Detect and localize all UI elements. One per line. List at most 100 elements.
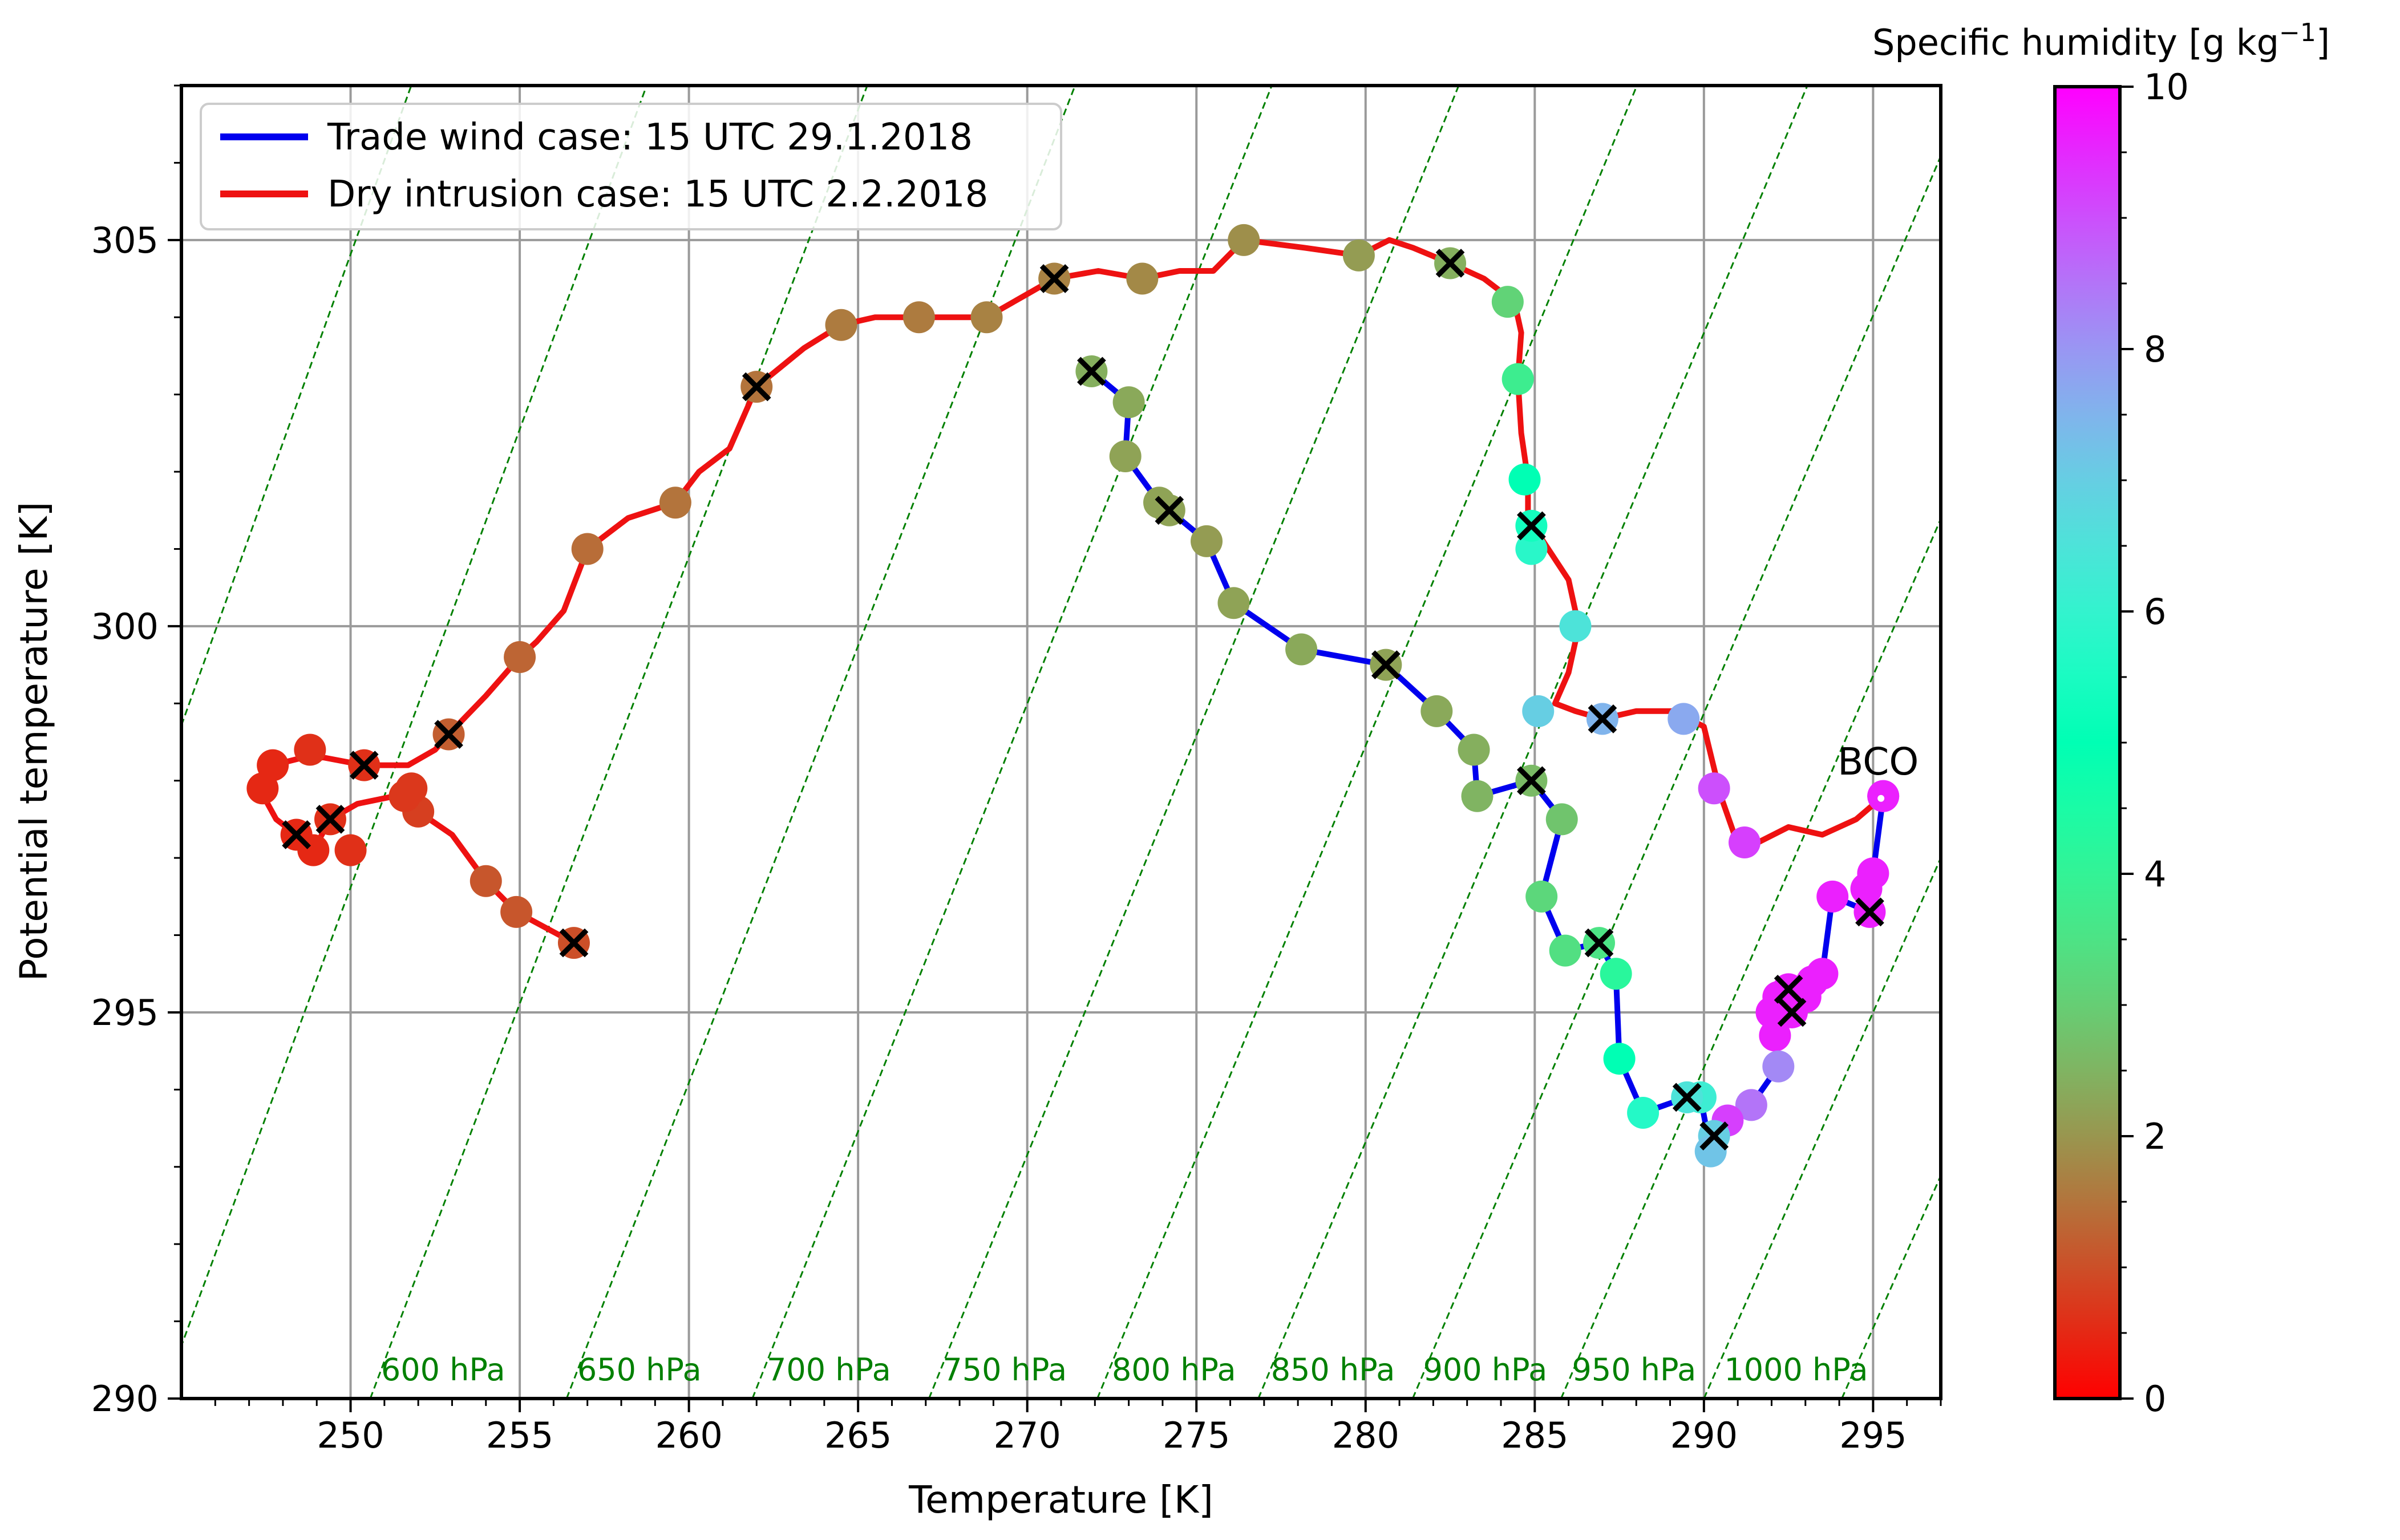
cross-marker bbox=[1435, 249, 1465, 278]
cross-marker bbox=[1672, 1083, 1702, 1112]
colorbar-title-close: ] bbox=[2316, 22, 2330, 63]
isobar-label: 900 hPa bbox=[1423, 1352, 1548, 1388]
colorbar-tick-label: 4 bbox=[2144, 853, 2166, 895]
trade-wind-point bbox=[1285, 633, 1318, 666]
x-axis-label: Temperature [K] bbox=[908, 1478, 1213, 1522]
isobar-label: 600 hPa bbox=[381, 1352, 505, 1388]
isobar-line bbox=[181, 86, 647, 1348]
isobar-line bbox=[751, 86, 1273, 1399]
dry-intrusion-point bbox=[1501, 363, 1534, 395]
isobar-line bbox=[1703, 856, 1941, 1399]
dry-intrusion-point bbox=[970, 301, 1003, 334]
cross-marker bbox=[315, 805, 345, 834]
cross-marker bbox=[1699, 1121, 1729, 1150]
x-tick-label: 270 bbox=[994, 1415, 1061, 1456]
dry-intrusion-point bbox=[294, 733, 326, 766]
isobar-label: 800 hPa bbox=[1112, 1352, 1236, 1388]
dry-intrusion-point bbox=[1559, 610, 1592, 642]
colorbar-title-main: Specific humidity [g kg bbox=[1872, 22, 2279, 63]
cross-marker bbox=[742, 372, 771, 402]
cross-marker bbox=[1774, 974, 1803, 1004]
cross-markers bbox=[282, 249, 1884, 1150]
x-tick-label: 275 bbox=[1163, 1415, 1230, 1456]
colorbar-tick-label: 2 bbox=[2144, 1116, 2166, 1157]
cross-marker bbox=[1517, 511, 1546, 541]
dry-intrusion-point bbox=[1522, 695, 1555, 727]
plot-background bbox=[181, 86, 1941, 1399]
isobar-labels: 600 hPa 650 hPa 700 hPa 750 hPa 800 hPa 850 h… bbox=[381, 1352, 1868, 1388]
trade-wind-point bbox=[1525, 880, 1558, 913]
colorbar-title-sup: −1 bbox=[2279, 18, 2316, 47]
x-tick-label: 295 bbox=[1839, 1415, 1907, 1456]
isobar-label: 950 hPa bbox=[1572, 1352, 1697, 1388]
cross-marker bbox=[282, 820, 311, 849]
x-tick-label: 280 bbox=[1332, 1415, 1399, 1456]
cross-marker bbox=[1584, 928, 1614, 958]
trade-wind-point bbox=[1109, 440, 1142, 472]
isobar-line bbox=[181, 86, 412, 728]
isobar-label: 850 hPa bbox=[1271, 1352, 1395, 1388]
cross-marker bbox=[1777, 998, 1807, 1027]
dry-intrusion-point bbox=[1698, 772, 1730, 805]
colorbar-tick-label: 10 bbox=[2144, 66, 2189, 108]
colorbar-title: Specific humidity [g kg−1] bbox=[1872, 18, 2330, 63]
cross-marker bbox=[1517, 766, 1546, 796]
dry-intrusion-point bbox=[1515, 533, 1548, 565]
isobar-line bbox=[1841, 1173, 1941, 1399]
cross-marker bbox=[1588, 704, 1617, 733]
colorbar: Specific humidity [g kg−1] 0 2 4 6 8 10 bbox=[1872, 18, 2330, 1420]
x-tick-label: 265 bbox=[824, 1415, 892, 1456]
colorbar-gradient bbox=[2053, 85, 2122, 1400]
y-tick-label: 295 bbox=[91, 992, 159, 1034]
trade-wind-point bbox=[1603, 1043, 1636, 1075]
y-tick-label: 305 bbox=[91, 220, 159, 261]
cross-marker bbox=[1371, 650, 1401, 679]
x-tick-label: 290 bbox=[1670, 1415, 1738, 1456]
x-tick-label: 260 bbox=[655, 1415, 722, 1456]
dry-intrusion-point bbox=[571, 533, 604, 565]
trade-wind-point bbox=[1627, 1096, 1660, 1129]
cross-marker bbox=[1039, 264, 1069, 293]
trade-wind-point bbox=[1112, 386, 1145, 419]
isobar-line bbox=[1096, 86, 1638, 1399]
dry-intrusion-point bbox=[395, 772, 428, 805]
trade-wind-point bbox=[1549, 934, 1581, 967]
trade-wind-point bbox=[1461, 780, 1494, 812]
isobar-label: 700 hPa bbox=[767, 1352, 891, 1388]
trade-wind-point bbox=[1191, 525, 1223, 557]
isobar-label: 650 hPa bbox=[577, 1352, 702, 1388]
cross-marker bbox=[1155, 496, 1184, 525]
x-tick-label: 250 bbox=[317, 1415, 384, 1456]
dry-intrusion-point bbox=[500, 895, 533, 928]
dry-intrusion-point bbox=[659, 487, 691, 519]
colorbar-tick-label: 8 bbox=[2144, 329, 2166, 370]
start-marker bbox=[1877, 795, 1885, 802]
trade-wind-point bbox=[1600, 958, 1632, 990]
legend-box bbox=[200, 103, 1062, 230]
legend: Trade wind case: 15 UTC 29.1.2018 Dry in… bbox=[200, 103, 1062, 230]
colorbar-ticks: 0 2 4 6 8 10 bbox=[2120, 66, 2189, 1420]
dry-intrusion-point bbox=[1228, 224, 1260, 256]
trade-wind-point bbox=[1545, 803, 1578, 836]
trade-wind-point bbox=[1458, 733, 1490, 766]
dry-intrusion-point bbox=[1342, 239, 1375, 271]
axis-ticks: 250 255 260 265 270 275 280 285 290 295 290 295 300 3… bbox=[91, 84, 1942, 1456]
cross-marker bbox=[434, 720, 463, 749]
legend-label-trade: Trade wind case: 15 UTC 29.1.2018 bbox=[327, 116, 973, 159]
trade-wind-point bbox=[1217, 587, 1250, 619]
cross-marker bbox=[1077, 356, 1106, 386]
dry-intrusion-point bbox=[334, 834, 367, 866]
dry-intrusion-point bbox=[825, 309, 857, 341]
trade-wind-point bbox=[1420, 695, 1453, 727]
isobar-label: 1000 hPa bbox=[1724, 1352, 1868, 1388]
x-tick-label: 285 bbox=[1501, 1415, 1568, 1456]
isobar-line bbox=[1257, 86, 1808, 1399]
dry-intrusion-point bbox=[246, 772, 279, 805]
y-axis-label: Potential temperature [K] bbox=[12, 502, 56, 982]
trade-wind-point bbox=[1762, 1050, 1795, 1083]
isobar-line bbox=[369, 86, 868, 1399]
dry-intrusion-point bbox=[1126, 262, 1159, 295]
trade-wind-point bbox=[1816, 880, 1849, 913]
dry-intrusion-point bbox=[470, 865, 502, 897]
